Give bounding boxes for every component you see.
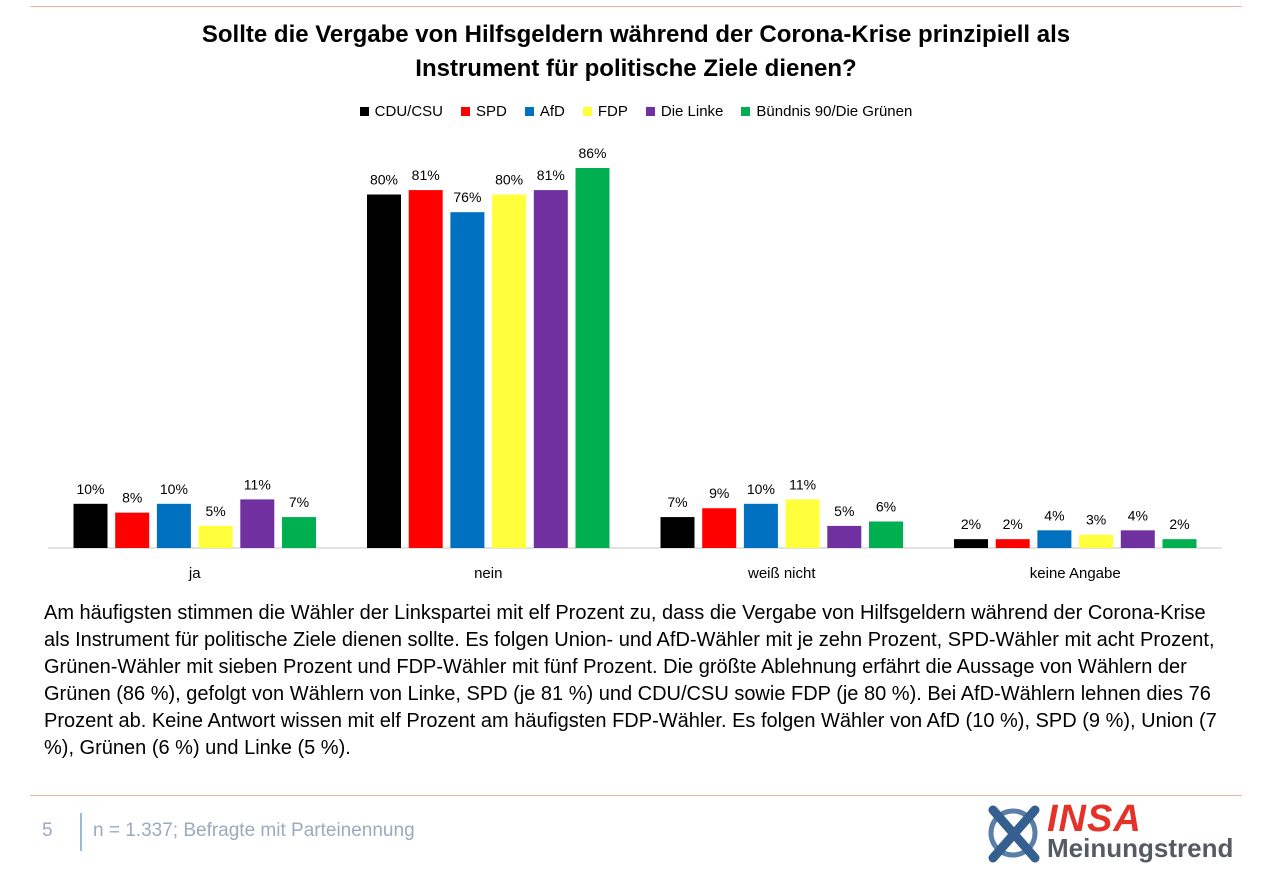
bar (1162, 539, 1197, 548)
data-label: 10% (747, 481, 775, 497)
legend-item: SPD (461, 103, 507, 120)
bar (450, 212, 485, 549)
chart-title-line-1: Sollte die Vergabe von Hilfsgeldern währ… (201, 21, 1071, 48)
bar (533, 190, 568, 548)
bar (954, 539, 988, 548)
data-label: 5% (834, 503, 854, 519)
legend-swatch (524, 107, 534, 116)
legend-swatch (582, 107, 592, 116)
data-label: 2% (1169, 516, 1189, 532)
data-label: 81% (537, 167, 565, 183)
legend-label: FDP (597, 103, 628, 120)
legend-label: SPD (476, 103, 507, 120)
legend-label: Die Linke (660, 103, 724, 120)
data-label: 8% (122, 490, 142, 506)
category-label: keine Angabe (1030, 565, 1121, 582)
logo-subtitle: Meinungstrend (1047, 833, 1234, 863)
bar (575, 168, 610, 548)
legend-item: Bündnis 90/Die Grünen (741, 103, 912, 120)
data-label: 2% (961, 516, 981, 532)
bar (115, 512, 150, 548)
bar (408, 190, 443, 548)
data-label: 80% (495, 172, 523, 188)
data-label: 4% (1044, 507, 1064, 523)
bar (869, 521, 903, 548)
legend-item: FDP (582, 103, 628, 120)
legend-swatch (359, 107, 369, 116)
bottom-divider (30, 795, 1242, 796)
data-label: 2% (1003, 516, 1023, 532)
data-label: 11% (244, 476, 271, 492)
legend-swatch (645, 107, 655, 116)
legend-item: CDU/CSU (359, 103, 443, 120)
bar (1037, 530, 1072, 548)
bar (198, 525, 233, 548)
bar (492, 194, 527, 548)
sample-note: n = 1.337; Befragte mit Parteinennung (93, 820, 415, 841)
top-divider (30, 6, 1242, 7)
category-label: ja (188, 565, 201, 582)
data-label: 10% (76, 481, 104, 497)
bar (660, 517, 695, 548)
page-number: 5 (42, 820, 53, 841)
legend-swatch (741, 107, 751, 116)
data-label: 76% (453, 189, 481, 205)
data-label: 10% (160, 481, 188, 497)
chart-title-line-2: Instrument für politische Ziele dienen? (415, 55, 857, 82)
bar (367, 194, 401, 548)
bar (73, 503, 108, 548)
legend-label: AfD (539, 103, 565, 120)
bar-chart: 10% 8% 10% 5% 11% 7% ja 80% 81% 76% 80% 81% 86% nein 7… (48, 145, 1222, 582)
bar (827, 525, 862, 548)
data-label: 11% (789, 476, 816, 492)
bar (702, 508, 737, 548)
legend-label: CDU/CSU (374, 103, 443, 120)
category-label: nein (474, 565, 502, 582)
bar (995, 539, 1030, 548)
bar (1120, 530, 1155, 548)
insa-x-icon (988, 805, 1040, 863)
bar (743, 503, 778, 548)
summary-text: Am häufigsten stimmen die Wähler der Lin… (44, 602, 1217, 759)
legend-label: Bündnis 90/Die Grünen (756, 103, 913, 120)
data-label: 7% (667, 494, 687, 510)
chart-legend: CDU/CSU SPD AfD FDP Die Linke Bündnis 90/Die … (0, 103, 1272, 120)
legend-swatch (461, 107, 470, 116)
footer-separator (80, 813, 82, 851)
legend-item: Die Linke (645, 103, 724, 120)
bar (785, 499, 820, 548)
bar (1079, 534, 1114, 548)
logo-brand: INSA (1047, 798, 1142, 840)
data-label: 3% (1086, 512, 1106, 528)
data-label: 81% (412, 167, 440, 183)
insa-logo: INSA Meinungstrend (985, 798, 1250, 868)
category-label: weiß nicht (747, 565, 816, 582)
data-label: 7% (289, 494, 309, 510)
bar (240, 499, 275, 548)
chart-title: Sollte die Vergabe von Hilfsgeldern währ… (0, 18, 1272, 86)
data-label: 6% (876, 498, 896, 514)
data-label: 86% (578, 145, 606, 161)
data-label: 80% (370, 172, 398, 188)
bar (156, 503, 191, 548)
bar (282, 517, 316, 548)
legend-item: AfD (524, 103, 565, 120)
data-label: 9% (709, 485, 729, 501)
data-label: 5% (205, 503, 225, 519)
data-label: 4% (1128, 507, 1148, 523)
